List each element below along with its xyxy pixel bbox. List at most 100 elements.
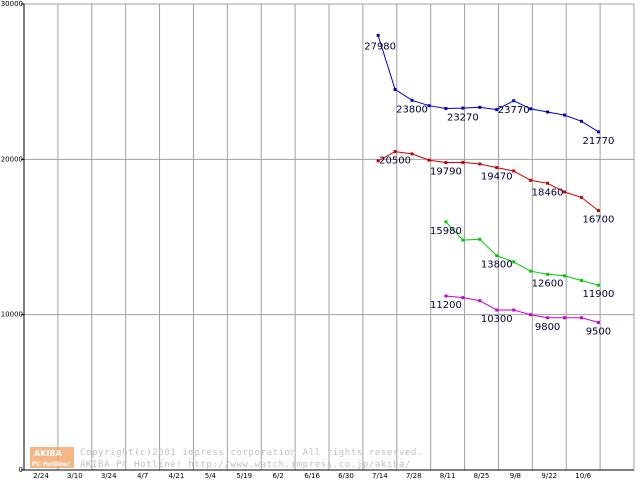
data-point-magenta: [563, 316, 567, 320]
x-tick-label: 9/22: [541, 472, 557, 480]
data-point-green: [495, 254, 499, 258]
data-point-magenta: [478, 299, 482, 303]
data-label-red: 18460: [532, 187, 564, 198]
data-label-magenta: 9500: [586, 326, 611, 337]
data-point-green: [563, 274, 567, 278]
x-tick-label: 3/10: [67, 472, 83, 480]
data-point-blue: [393, 87, 397, 91]
x-axis-ticks: 2/24 3/10 3/24 4/7 4/21 5/4 5/19 6/2 6/16 6/30 7/1…: [33, 472, 591, 480]
y-tick-label: 30000: [1, 0, 23, 8]
data-point-red: [478, 162, 482, 166]
data-point-red: [410, 152, 414, 156]
data-label-green: 15980: [430, 226, 462, 237]
data-point-magenta: [461, 296, 465, 300]
data-point-magenta: [529, 313, 533, 317]
data-point-blue: [563, 113, 567, 117]
watermark-logo-line1: AKIBA: [34, 449, 62, 458]
data-label-red: 16700: [583, 215, 615, 226]
data-point-red: [596, 209, 600, 213]
data-point-red: [546, 181, 550, 185]
data-point-red: [563, 190, 567, 194]
watermark: AKIBA PC Hotline! Copyright(c)2001 impre…: [30, 447, 423, 470]
x-tick-label: 10/6: [575, 472, 591, 480]
data-series: [376, 33, 600, 324]
data-point-red: [376, 159, 380, 163]
data-point-red: [495, 166, 499, 170]
data-point-green: [461, 238, 465, 242]
data-label-magenta: 11200: [430, 300, 462, 311]
data-point-magenta: [495, 308, 499, 312]
data-point-blue: [478, 105, 482, 109]
data-point-green: [546, 272, 550, 276]
series-line-magenta: [445, 295, 599, 323]
data-point-red: [579, 195, 583, 199]
x-tick-label: 7/14: [372, 472, 388, 480]
data-point-blue: [495, 108, 499, 112]
data-label-blue: 27980: [364, 41, 396, 52]
x-tick-label: 2/24: [33, 472, 49, 480]
data-point-red: [393, 150, 397, 154]
data-point-blue: [579, 119, 583, 123]
data-label-red: 19790: [430, 167, 462, 178]
data-point-green: [478, 237, 482, 241]
series-line-red: [377, 151, 599, 211]
copyright-line1: Copyright(c)2001 impress corporation All…: [80, 448, 423, 458]
data-label-blue: 23270: [447, 113, 479, 124]
data-labels: 27980 23800 23270 23770 21770 20500 19790 19470…: [364, 41, 614, 337]
data-point-red: [529, 178, 533, 182]
copyright-line2: AKIBA PC Hotline! http://www.watch.impre…: [80, 460, 411, 470]
x-tick-label: 4/21: [169, 472, 185, 480]
x-tick-label: 6/16: [304, 472, 320, 480]
x-tick-label: 5/4: [205, 472, 217, 480]
data-point-green: [579, 278, 583, 282]
x-tick-label: 8/11: [440, 472, 456, 480]
x-tick-label: 9/8: [510, 472, 521, 480]
data-point-blue: [461, 106, 465, 110]
data-point-green: [529, 269, 533, 273]
x-tick-label: 6/2: [273, 472, 284, 480]
data-point-green: [512, 260, 516, 264]
data-point-blue: [529, 107, 533, 111]
data-point-magenta: [546, 316, 550, 320]
data-label-red: 20500: [379, 156, 411, 167]
data-label-magenta: 9800: [535, 322, 560, 333]
data-point-blue: [512, 99, 516, 103]
data-label-magenta: 10300: [481, 314, 513, 325]
data-point-green: [596, 283, 600, 287]
data-label-blue: 21770: [583, 136, 615, 147]
x-tick-label: 3/24: [101, 472, 117, 480]
x-tick-label: 4/7: [137, 472, 148, 480]
data-point-red: [461, 160, 465, 164]
data-label-green: 13800: [481, 260, 513, 271]
data-label-green: 12600: [532, 278, 564, 289]
data-label-blue: 23770: [498, 105, 530, 116]
series-line-green: [445, 221, 599, 286]
x-tick-label: 8/25: [474, 472, 490, 480]
data-point-magenta: [512, 308, 516, 312]
data-point-green: [444, 220, 448, 224]
data-point-blue: [596, 130, 600, 134]
data-point-red: [512, 169, 516, 173]
data-point-magenta: [579, 316, 583, 320]
data-point-magenta: [444, 294, 448, 298]
x-tick-label: 5/19: [236, 472, 252, 480]
data-point-blue: [444, 107, 448, 111]
x-tick-label: 7/28: [406, 472, 422, 480]
y-tick-label: 0: [19, 466, 23, 474]
data-label-blue: 23800: [396, 104, 428, 115]
data-label-red: 19470: [481, 172, 513, 183]
y-tick-label: 20000: [1, 155, 23, 163]
data-label-green: 11900: [583, 289, 615, 300]
y-axis-ticks: 0 10000 20000 30000: [1, 0, 24, 474]
grid: [24, 3, 635, 470]
data-point-blue: [376, 33, 380, 37]
axes: [23, 4, 634, 471]
data-point-blue: [546, 110, 550, 114]
data-point-red: [444, 161, 448, 165]
data-point-blue: [427, 104, 431, 108]
y-tick-label: 10000: [1, 311, 23, 319]
data-point-red: [427, 158, 431, 162]
data-point-blue: [410, 98, 414, 102]
data-point-magenta: [596, 320, 600, 324]
